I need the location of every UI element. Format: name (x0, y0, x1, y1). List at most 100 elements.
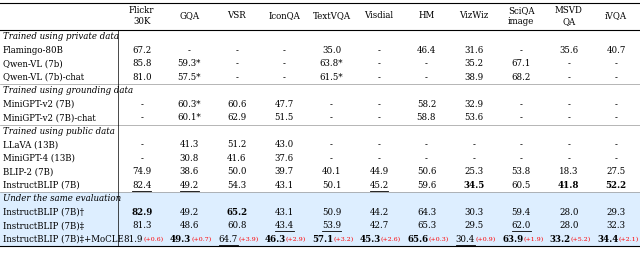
Text: SciQA
image: SciQA image (508, 6, 534, 26)
Text: 50.0: 50.0 (227, 167, 246, 176)
Text: -: - (140, 100, 143, 109)
Text: 41.8: 41.8 (558, 181, 580, 190)
Text: Trained using grounding data: Trained using grounding data (3, 86, 133, 95)
Text: 65.2: 65.2 (226, 208, 247, 217)
Text: 85.8: 85.8 (132, 59, 152, 68)
Text: -: - (615, 140, 618, 149)
Text: 63.8*: 63.8* (320, 59, 343, 68)
Text: -: - (425, 59, 428, 68)
Text: 58.2: 58.2 (417, 100, 436, 109)
Text: -: - (378, 73, 380, 82)
Text: 46.3: 46.3 (265, 235, 286, 244)
Text: 49.3: 49.3 (170, 235, 191, 244)
Text: iVQA: iVQA (605, 12, 627, 20)
Text: 51.5: 51.5 (275, 113, 294, 122)
Text: 43.1: 43.1 (275, 208, 294, 217)
Text: Qwen-VL (7b): Qwen-VL (7b) (3, 59, 63, 68)
Text: -: - (425, 73, 428, 82)
Text: -: - (520, 100, 523, 109)
Text: 34.4: 34.4 (597, 235, 618, 244)
Text: -: - (568, 100, 570, 109)
Text: 38.9: 38.9 (464, 73, 484, 82)
Text: -: - (330, 140, 333, 149)
Text: 43.0: 43.0 (275, 140, 294, 149)
Text: -: - (472, 140, 476, 149)
Text: -: - (378, 59, 380, 68)
Text: 53.9: 53.9 (322, 221, 341, 230)
Text: 40.7: 40.7 (607, 46, 626, 55)
Text: (+5.2): (+5.2) (571, 237, 591, 242)
Text: (+1.9): (+1.9) (524, 237, 543, 242)
Text: 67.2: 67.2 (132, 46, 151, 55)
Text: 82.9: 82.9 (131, 208, 152, 217)
Text: Visdial: Visdial (364, 12, 394, 20)
Text: -: - (615, 100, 618, 109)
Text: -: - (330, 154, 333, 163)
Text: (+0.6): (+0.6) (143, 237, 164, 242)
Bar (0, 206, 640, 219)
Text: 59.4: 59.4 (512, 208, 531, 217)
Text: MiniGPT-4 (13B): MiniGPT-4 (13B) (3, 154, 75, 163)
Text: (+2.1): (+2.1) (618, 237, 639, 242)
Text: 68.2: 68.2 (511, 73, 531, 82)
Text: Trained using public data: Trained using public data (3, 127, 115, 136)
Text: 46.4: 46.4 (417, 46, 436, 55)
Text: 41.3: 41.3 (180, 140, 199, 149)
Text: 81.3: 81.3 (132, 221, 152, 230)
Text: 30.4: 30.4 (456, 235, 475, 244)
Text: 42.7: 42.7 (369, 221, 388, 230)
Text: 33.2: 33.2 (550, 235, 571, 244)
Text: 65.6: 65.6 (407, 235, 428, 244)
Text: 58.8: 58.8 (417, 113, 436, 122)
Text: 64.3: 64.3 (417, 208, 436, 217)
Text: Flamingo-80B: Flamingo-80B (3, 46, 64, 55)
Text: 37.6: 37.6 (275, 154, 294, 163)
Text: 51.2: 51.2 (227, 140, 246, 149)
Text: 61.5*: 61.5* (320, 73, 343, 82)
Text: MiniGPT-v2 (7B)-chat: MiniGPT-v2 (7B)-chat (3, 113, 96, 122)
Text: -: - (378, 100, 380, 109)
Text: InstructBLIP (7B): InstructBLIP (7B) (3, 181, 80, 190)
Text: -: - (615, 154, 618, 163)
Text: 35.6: 35.6 (559, 46, 579, 55)
Text: 43.4: 43.4 (275, 221, 294, 230)
Text: (+0.3): (+0.3) (428, 237, 449, 242)
Text: -: - (330, 100, 333, 109)
Text: Flickr
30K: Flickr 30K (129, 6, 154, 26)
Text: 34.5: 34.5 (463, 181, 484, 190)
Text: 40.1: 40.1 (322, 167, 341, 176)
Text: -: - (378, 140, 380, 149)
Text: 41.6: 41.6 (227, 154, 246, 163)
Text: 67.1: 67.1 (511, 59, 531, 68)
Text: (+0.9): (+0.9) (476, 237, 496, 242)
Text: 50.9: 50.9 (322, 208, 341, 217)
Text: 59.6: 59.6 (417, 181, 436, 190)
Text: -: - (425, 154, 428, 163)
Text: 62.9: 62.9 (227, 113, 246, 122)
Text: -: - (140, 154, 143, 163)
Text: (+3.9): (+3.9) (239, 237, 259, 242)
Text: HM: HM (419, 12, 435, 20)
Text: Qwen-VL (7b)-chat: Qwen-VL (7b)-chat (3, 73, 84, 82)
Text: InstructBLIP (7B)‡: InstructBLIP (7B)‡ (3, 221, 84, 230)
Text: -: - (568, 140, 570, 149)
Text: -: - (188, 46, 191, 55)
Text: 81.9: 81.9 (124, 235, 143, 244)
Text: 43.1: 43.1 (275, 181, 294, 190)
Text: -: - (140, 113, 143, 122)
Text: -: - (615, 113, 618, 122)
Text: 53.8: 53.8 (512, 167, 531, 176)
Text: 25.3: 25.3 (465, 167, 483, 176)
Text: GQA: GQA (179, 12, 199, 20)
Text: 52.2: 52.2 (605, 181, 627, 190)
Text: -: - (235, 73, 238, 82)
Text: 59.3*: 59.3* (177, 59, 201, 68)
Text: 81.0: 81.0 (132, 73, 152, 82)
Text: 28.0: 28.0 (559, 208, 579, 217)
Text: 35.0: 35.0 (322, 46, 341, 55)
Text: 27.5: 27.5 (607, 167, 626, 176)
Text: 62.0: 62.0 (511, 221, 531, 230)
Text: (+2.6): (+2.6) (381, 237, 401, 242)
Text: 18.3: 18.3 (559, 167, 579, 176)
Text: 49.2: 49.2 (180, 181, 199, 190)
